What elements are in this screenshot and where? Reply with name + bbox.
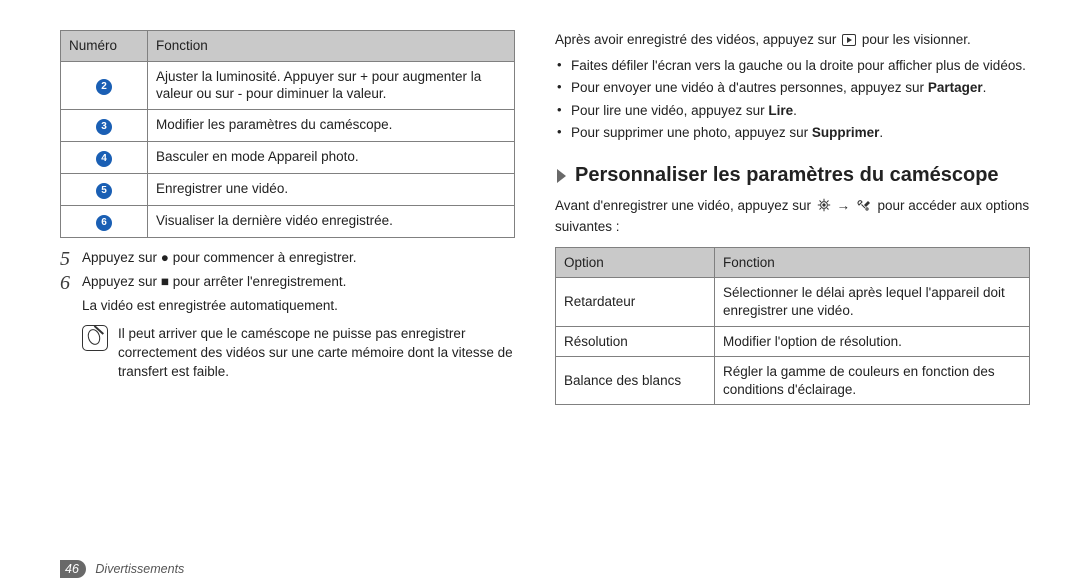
fn-cell: Basculer en mode Appareil photo. [148,141,515,173]
fn-cell: Enregistrer une vidéo. [148,173,515,205]
step-5: 5 Appuyez sur ● pour commencer à enregis… [60,248,515,269]
fn-cell: Régler la gamme de couleurs en fonction … [715,357,1030,405]
chevron-icon [555,167,569,190]
fn-cell: Sélectionner le délai après lequel l'app… [715,278,1030,326]
table-row: Retardateur Sélectionner le délai après … [556,278,1030,326]
col-header-fonction: Fonction [715,247,1030,278]
fn-cell: Ajuster la luminosité. Appuyer sur + pou… [148,61,515,109]
note-box: Il peut arriver que le caméscope ne puis… [82,325,515,382]
list-item: Pour lire une vidéo, appuyez sur Lire. [555,101,1030,121]
page-number: 46 [60,560,86,578]
list-item: Pour supprimer une photo, appuyez sur Su… [555,123,1030,143]
opt-cell: Résolution [556,326,715,357]
section-intro: Avant d'enregistrer une vidéo, appuyez s… [555,196,1030,237]
col-header-fonction: Fonction [148,31,515,62]
gear-icon [817,198,831,218]
tools-icon [856,198,872,218]
col-header-numero: Numéro [61,31,148,62]
step-6-sub: La vidéo est enregistrée automatiquement… [82,296,515,316]
list-item: Pour envoyer une vidéo à d'autres person… [555,78,1030,98]
table-row: 3 Modifier les paramètres du caméscope. [61,109,515,141]
step-number: 6 [60,272,82,293]
opt-cell: Balance des blancs [556,357,715,405]
page-footer: 46 Divertissements [60,562,184,576]
intro-text: Après avoir enregistré des vidéos, appuy… [555,30,1030,52]
table-row: Résolution Modifier l'option de résoluti… [556,326,1030,357]
note-icon [82,325,108,351]
chapter-name: Divertissements [95,562,184,576]
fn-cell: Visualiser la dernière vidéo enregistrée… [148,205,515,237]
step-6: 6 Appuyez sur ■ pour arrêter l'enregistr… [60,272,515,293]
opt-cell: Retardateur [556,278,715,326]
fn-cell: Modifier l'option de résolution. [715,326,1030,357]
table-row: 6 Visualiser la dernière vidéo enregistr… [61,205,515,237]
fn-cell: Modifier les paramètres du caméscope. [148,109,515,141]
badge-3: 3 [96,119,112,135]
table-row: 2 Ajuster la luminosité. Appuyer sur + p… [61,61,515,109]
badge-2: 2 [96,79,112,95]
note-text: Il peut arriver que le caméscope ne puis… [118,325,515,382]
table-row: 5 Enregistrer une vidéo. [61,173,515,205]
col-header-option: Option [556,247,715,278]
table-row: 4 Basculer en mode Appareil photo. [61,141,515,173]
section-heading: Personnaliser les paramètres du caméscop… [555,163,1030,190]
badge-4: 4 [96,151,112,167]
badge-5: 5 [96,183,112,199]
table-row: Balance des blancs Régler la gamme de co… [556,357,1030,405]
play-icon [842,32,856,52]
options-table: Option Fonction Retardateur Sélectionner… [555,247,1030,405]
badge-6: 6 [96,215,112,231]
step-number: 5 [60,248,82,269]
list-item: Faites défiler l'écran vers la gauche ou… [555,56,1030,76]
bullet-list: Faites défiler l'écran vers la gauche ou… [555,56,1030,143]
numbered-functions-table: Numéro Fonction 2 Ajuster la luminosité.… [60,30,515,238]
